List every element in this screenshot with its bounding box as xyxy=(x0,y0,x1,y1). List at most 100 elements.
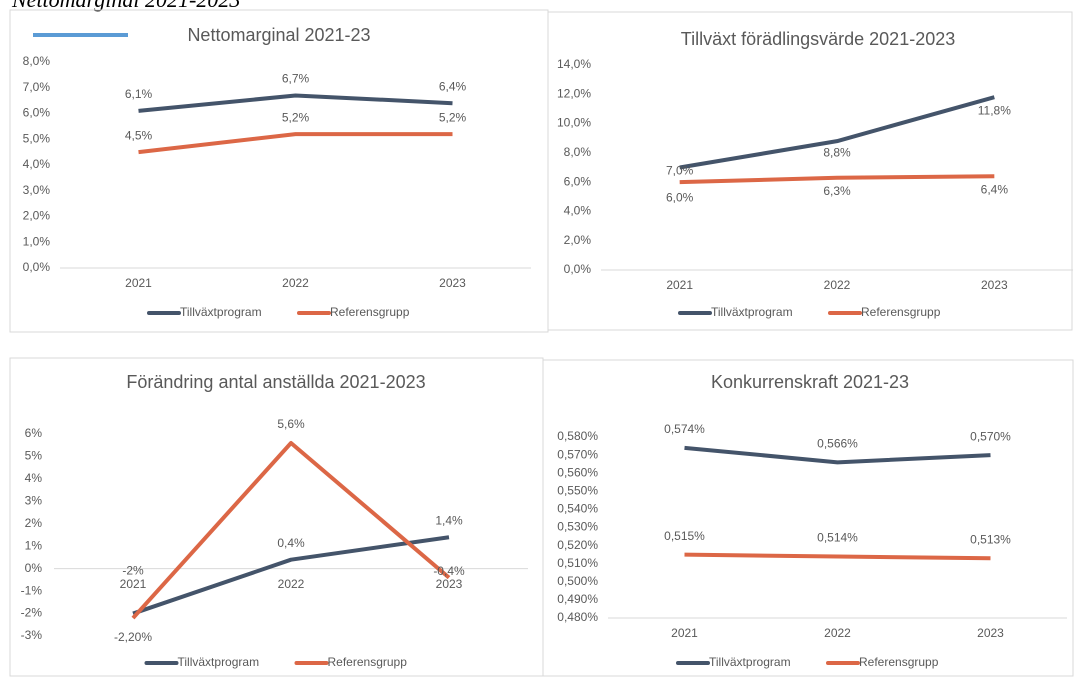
data-label: 5,2% xyxy=(439,110,467,124)
chart-title: Tillväxt förädlingsvärde 2021-2023 xyxy=(681,29,956,49)
legend-label: Referensgrupp xyxy=(328,655,408,669)
chart-frame xyxy=(9,9,549,333)
chart: Konkurrenskraft 2021-23 0,480% 0,490% 0,500… xyxy=(542,359,1074,677)
x-tick-label: 2023 xyxy=(439,276,466,290)
y-tick-label: 4,0% xyxy=(23,157,51,171)
chart-title: Förändring antal anställda 2021-2023 xyxy=(126,372,425,392)
legend-label: Referensgrupp xyxy=(859,655,939,669)
y-tick-label: 2,0% xyxy=(564,233,592,247)
chart-frame xyxy=(9,357,544,677)
x-tick-label: 2021 xyxy=(125,276,152,290)
y-tick-label: 4,0% xyxy=(564,204,592,218)
y-tick-label: 14,0% xyxy=(557,57,591,71)
y-tick-label: 12,0% xyxy=(557,86,591,100)
y-tick-label: 7,0% xyxy=(23,80,51,94)
chart-title: Konkurrenskraft 2021-23 xyxy=(711,372,909,392)
y-tick-label: 1,0% xyxy=(23,234,51,248)
y-tick-label: 5,0% xyxy=(23,131,51,145)
y-tick-label: 1% xyxy=(25,538,43,552)
x-tick-label: 2022 xyxy=(282,276,309,290)
y-tick-label: 2% xyxy=(25,516,43,530)
data-line xyxy=(131,440,451,620)
x-tick-label: 2023 xyxy=(436,577,463,591)
data-label: 6,4% xyxy=(981,182,1009,196)
data-label: 7,0% xyxy=(666,164,694,178)
y-tick-label: -2% xyxy=(21,606,43,620)
data-line xyxy=(679,95,995,170)
data-label: 4,5% xyxy=(125,128,153,142)
data-label: 6,4% xyxy=(439,79,467,93)
data-label: 6,0% xyxy=(666,190,694,204)
data-label: 0,515% xyxy=(664,529,705,543)
y-tick-label: 0,490% xyxy=(557,592,598,606)
legend-label: Tillväxtprogram xyxy=(709,655,791,669)
legend-label: Referensgrupp xyxy=(861,305,941,319)
x-tick-label: 2021 xyxy=(671,626,698,640)
data-line xyxy=(132,535,450,616)
data-line xyxy=(138,93,453,113)
chart-title: Nettomarginal 2021-23 xyxy=(187,25,370,45)
data-line xyxy=(684,445,991,465)
y-tick-label: 3,0% xyxy=(23,183,51,197)
data-label: 1,4% xyxy=(435,513,463,527)
chart-frame xyxy=(547,11,1073,331)
y-tick-label: 2,0% xyxy=(23,209,51,223)
y-tick-label: 8,0% xyxy=(564,145,592,159)
x-tick-label: 2023 xyxy=(977,626,1004,640)
y-tick-label: 0,510% xyxy=(557,556,598,570)
x-tick-label: 2021 xyxy=(666,278,693,292)
data-label: 0,566% xyxy=(817,437,858,451)
data-label: 0,4% xyxy=(277,536,305,550)
y-tick-label: 6,0% xyxy=(564,174,592,188)
legend-label: Tillväxtprogram xyxy=(178,655,260,669)
y-tick-label: -3% xyxy=(21,628,43,642)
data-label: 8,8% xyxy=(823,145,851,159)
data-label: 6,1% xyxy=(125,87,153,101)
data-label: 0,514% xyxy=(817,531,858,545)
data-label: 5,2% xyxy=(282,110,310,124)
chart: Förändring antal anställda 2021-2023 -3% -… xyxy=(9,357,544,677)
x-tick-label: 2022 xyxy=(824,278,851,292)
chart-frame xyxy=(542,359,1074,677)
data-label: 0,570% xyxy=(970,429,1011,443)
data-label: 6,7% xyxy=(282,72,310,86)
y-tick-label: 6,0% xyxy=(23,106,51,120)
data-label: -2,20% xyxy=(114,630,152,644)
data-label: 11,8% xyxy=(978,103,1011,117)
caption: Nettomarginal 2021-2023 xyxy=(11,0,240,12)
y-tick-label: 0,500% xyxy=(557,574,598,588)
y-tick-label: 0,570% xyxy=(557,447,598,461)
x-tick-label: 2022 xyxy=(824,626,851,640)
legend-label: Tillväxtprogram xyxy=(711,305,793,319)
y-tick-label: 0,530% xyxy=(557,520,598,534)
data-line xyxy=(684,552,991,561)
chart: Nettomarginal 2021-23 0,0% 1,0% 2,0% 3,0% 4,0… xyxy=(9,9,549,333)
y-tick-label: 0,0% xyxy=(23,260,51,274)
y-tick-label: 0,550% xyxy=(557,483,598,497)
y-tick-label: 4% xyxy=(25,471,43,485)
legend-label: Tillväxtprogram xyxy=(180,305,262,319)
y-tick-label: 10,0% xyxy=(557,116,591,130)
x-tick-label: 2021 xyxy=(120,577,147,591)
y-tick-label: 0,580% xyxy=(557,429,598,443)
y-tick-label: 6% xyxy=(25,426,43,440)
data-label: 0,574% xyxy=(664,422,705,436)
y-tick-label: -1% xyxy=(21,583,43,597)
x-tick-label: 2022 xyxy=(278,577,305,591)
y-tick-label: 0% xyxy=(25,561,43,575)
data-label: 6,3% xyxy=(823,184,851,198)
y-tick-label: 0,480% xyxy=(557,610,598,624)
y-tick-label: 0,520% xyxy=(557,538,598,552)
data-line xyxy=(138,132,453,155)
y-tick-label: 5% xyxy=(25,449,43,463)
data-label: 5,6% xyxy=(277,417,305,431)
y-tick-label: 3% xyxy=(25,494,43,508)
data-line xyxy=(679,174,995,185)
y-tick-label: 0,540% xyxy=(557,502,598,516)
data-label: -0,4% xyxy=(433,564,465,578)
data-label: 0,513% xyxy=(970,532,1011,546)
data-label: -2% xyxy=(122,564,144,578)
y-tick-label: 8,0% xyxy=(23,54,51,68)
y-tick-label: 0,560% xyxy=(557,465,598,479)
